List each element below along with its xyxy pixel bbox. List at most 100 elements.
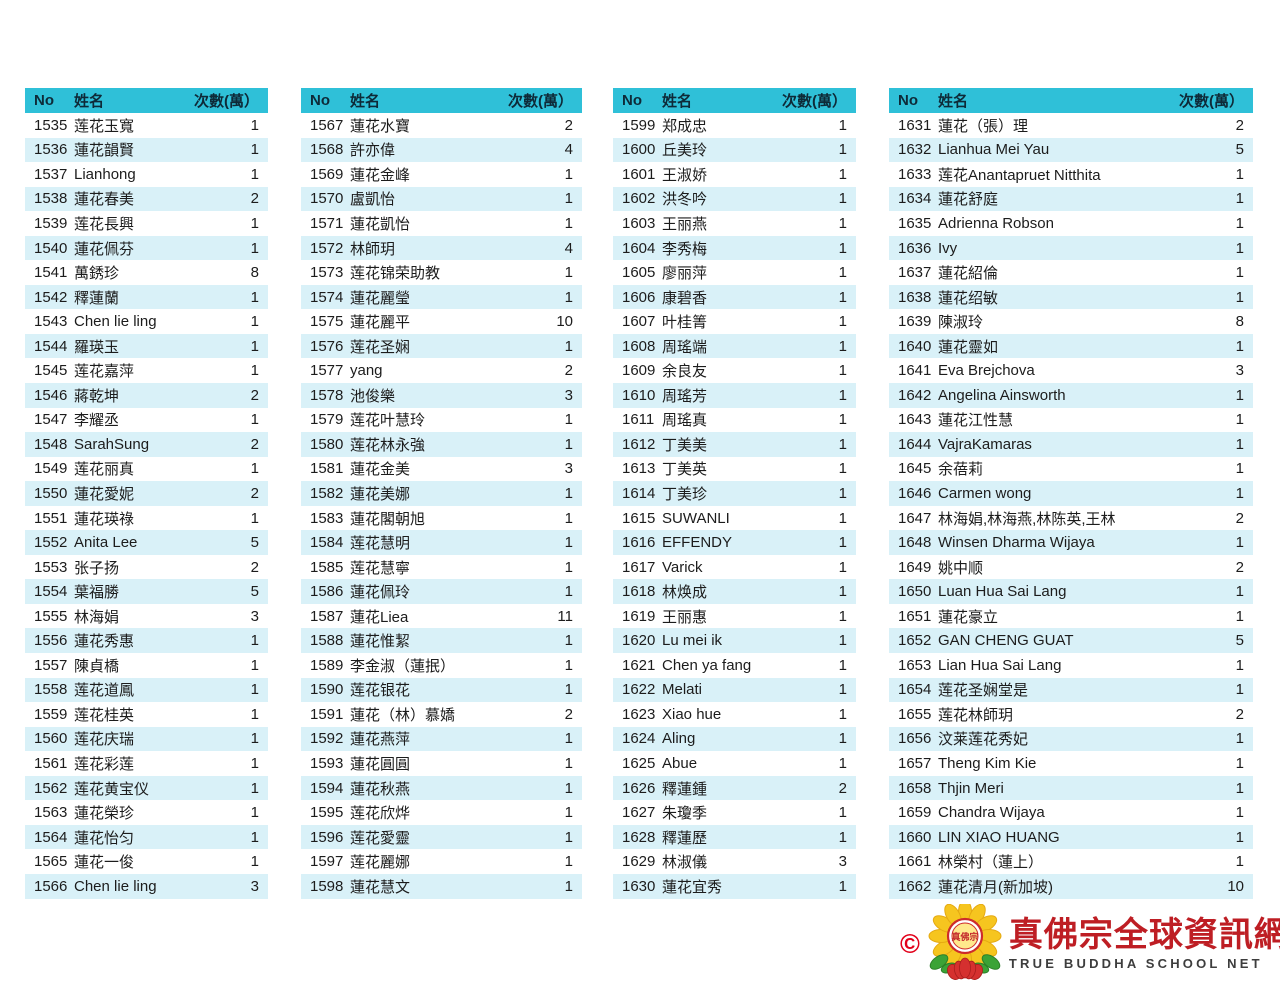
- row-no: 1556: [34, 632, 68, 650]
- row-name: Aling: [662, 730, 696, 748]
- row-no: 1554: [34, 583, 68, 601]
- row-name: 汶莱莲花秀妃: [938, 731, 1029, 749]
- seal: 真佛宗: [946, 917, 984, 955]
- row-no: 1637: [898, 264, 932, 282]
- row-no: 1566: [34, 877, 68, 895]
- row-no: 1586: [310, 583, 344, 601]
- row-count: 2: [250, 386, 259, 404]
- row-name: 丁美美: [662, 436, 708, 454]
- row-no: 1572: [310, 239, 344, 257]
- row-name: 蓮花清月(新加坡): [938, 878, 1053, 896]
- table-row: 1610 周瑤芳 1: [613, 383, 856, 408]
- row-count: 1: [1235, 656, 1244, 674]
- row-name: 蓮花韻賢: [74, 142, 135, 160]
- row-name: 蓮花水寶: [350, 117, 411, 135]
- table-row: 1600 丘美玲 1: [613, 137, 856, 163]
- row-count: 1: [564, 877, 573, 895]
- row-name: EFFENDY: [662, 534, 733, 552]
- row-name: 萬銹珍: [74, 265, 120, 283]
- row-no: 1561: [34, 754, 68, 772]
- row-name: 王丽燕: [662, 215, 708, 233]
- row-no: 1596: [310, 828, 344, 846]
- row-no: 1583: [310, 509, 344, 527]
- row-name: 莲花愛靈: [350, 829, 411, 847]
- row-count: 3: [250, 877, 259, 895]
- row-count: 8: [1235, 313, 1244, 331]
- table-row: 1618 林焕成 1: [613, 579, 856, 604]
- table-row: 1640 蓮花靈如 1: [889, 333, 1253, 359]
- row-no: 1587: [310, 607, 344, 625]
- row-no: 1624: [622, 730, 656, 748]
- row-no: 1626: [622, 779, 656, 797]
- row-count: 5: [250, 583, 259, 601]
- row-no: 1656: [898, 730, 932, 748]
- table-row: 1612 丁美美 1: [613, 432, 856, 457]
- row-name: 蓮花金峰: [350, 166, 411, 184]
- row-name: Chen lie ling: [74, 313, 157, 331]
- table-row: 1559 莲花桂英 1: [25, 702, 268, 727]
- row-name: Thjin Meri: [938, 779, 1004, 797]
- table-row: 1577 yang 2: [301, 358, 582, 384]
- table-row: 1660 LIN XIAO HUANG 1: [889, 824, 1253, 850]
- row-name: 李秀梅: [662, 240, 708, 258]
- row-no: 1618: [622, 583, 656, 601]
- row-no: 1622: [622, 681, 656, 699]
- row-no: 1657: [898, 754, 932, 772]
- row-count: 1: [838, 828, 847, 846]
- row-no: 1564: [34, 828, 68, 846]
- row-count: 1: [564, 411, 573, 429]
- row-name: 莲花银花: [350, 682, 411, 700]
- table-row: 1567 蓮花水寶 2: [301, 113, 582, 138]
- row-count: 1: [838, 313, 847, 331]
- table-row: 1576 莲花圣娴 1: [301, 333, 582, 359]
- row-count: 1: [564, 165, 573, 183]
- row-name: 蓮花一俊: [74, 854, 135, 872]
- row-count: 1: [1235, 804, 1244, 822]
- table-row: 1573 莲花锦荣助教 1: [301, 260, 582, 285]
- row-count: 1: [250, 705, 259, 723]
- table-row: 1622 Melati 1: [613, 677, 856, 703]
- row-no: 1613: [622, 460, 656, 478]
- row-no: 1563: [34, 804, 68, 822]
- row-count: 1: [838, 460, 847, 478]
- table-row: 1617 Varick 1: [613, 554, 856, 580]
- row-no: 1575: [310, 313, 344, 331]
- row-count: 1: [838, 362, 847, 380]
- table-row: 1544 羅瑛玉 1: [25, 333, 268, 359]
- column-header-name: 姓名: [350, 93, 381, 110]
- row-name: 蓮花秋燕: [350, 780, 411, 798]
- row-no: 1577: [310, 362, 344, 380]
- row-name: 莲花黄宝仪: [74, 780, 150, 798]
- row-count: 2: [1235, 705, 1244, 723]
- row-count: 11: [557, 607, 573, 625]
- column-header-count: 次數(萬）: [508, 93, 573, 110]
- row-no: 1591: [310, 705, 344, 723]
- table-row: 1611 周瑤真 1: [613, 407, 856, 433]
- row-name: LIN XIAO HUANG: [938, 828, 1060, 846]
- row-count: 5: [250, 534, 259, 552]
- row-name: 叶桂箐: [662, 314, 708, 332]
- row-name: Lianhong: [74, 165, 136, 183]
- row-no: 1589: [310, 656, 344, 674]
- row-name: SUWANLI: [662, 509, 730, 527]
- row-name: 蓮花Liea: [350, 608, 409, 626]
- table-row: 1606 康碧香 1: [613, 284, 856, 310]
- table-row: 1555 林海娟 3: [25, 603, 268, 629]
- table-row: 1608 周瑤端 1: [613, 333, 856, 359]
- table-row: 1614 丁美珍 1: [613, 481, 856, 506]
- row-count: 1: [838, 190, 847, 208]
- table-row: 1654 莲花圣娴堂是 1: [889, 677, 1253, 703]
- row-no: 1625: [622, 754, 656, 772]
- table-row: 1652 GAN CHENG GUAT 5: [889, 628, 1253, 654]
- table-row: 1651 蓮花豪立 1: [889, 603, 1253, 629]
- table-row: 1587 蓮花Liea 11: [301, 603, 582, 629]
- row-no: 1567: [310, 116, 344, 134]
- row-no: 1602: [622, 190, 656, 208]
- row-name: 蓮花（林）慕嬌: [350, 706, 456, 724]
- row-name: Adrienna Robson: [938, 214, 1054, 232]
- table-row: 1594 蓮花秋燕 1: [301, 775, 582, 801]
- row-count: 1: [1235, 288, 1244, 306]
- row-count: 1: [1235, 754, 1244, 772]
- row-no: 1642: [898, 386, 932, 404]
- table-row: 1590 莲花银花 1: [301, 677, 582, 703]
